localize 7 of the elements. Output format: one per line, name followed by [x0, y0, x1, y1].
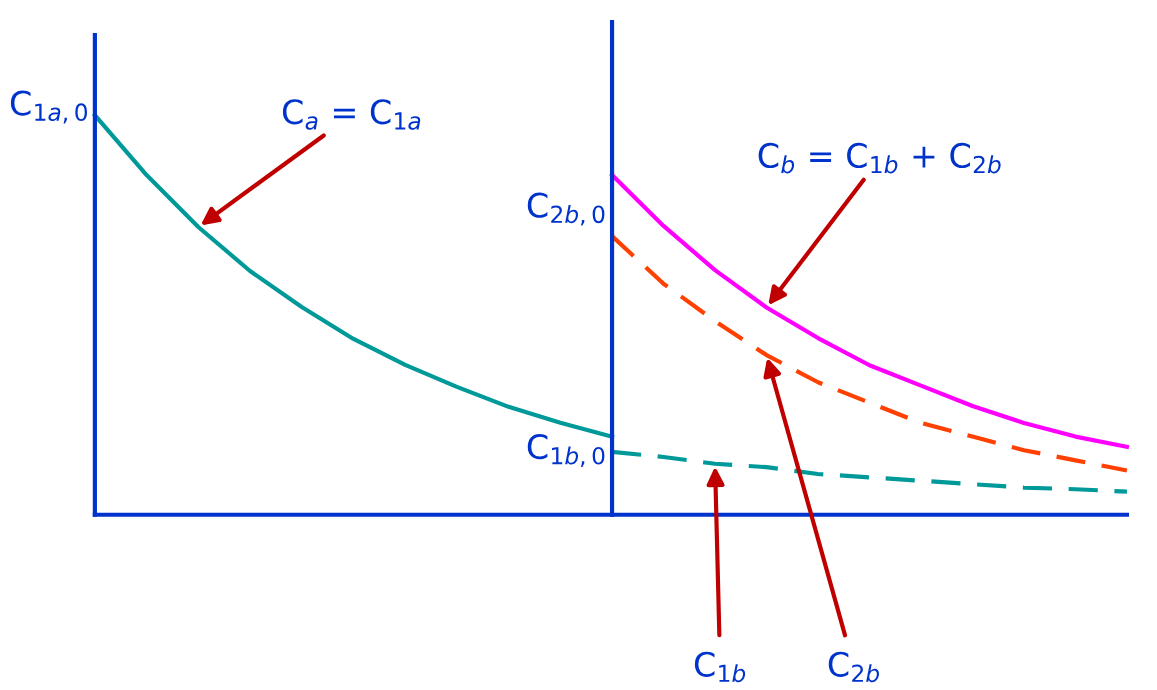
annotation: C$_{1b,0}$ [527, 434, 605, 467]
text: C$_{1a,0}$ [10, 90, 88, 124]
text: C$_{2b}$ [828, 651, 880, 683]
text: C$_{b}$ = C$_{1b}$ + C$_{2b}$ [758, 142, 1001, 174]
annotation: C$_{2b,0}$ [527, 192, 605, 226]
text: C$_{1b}$ [694, 651, 746, 683]
annotation: C$_{a}$ = C$_{1a}$ [282, 99, 421, 130]
